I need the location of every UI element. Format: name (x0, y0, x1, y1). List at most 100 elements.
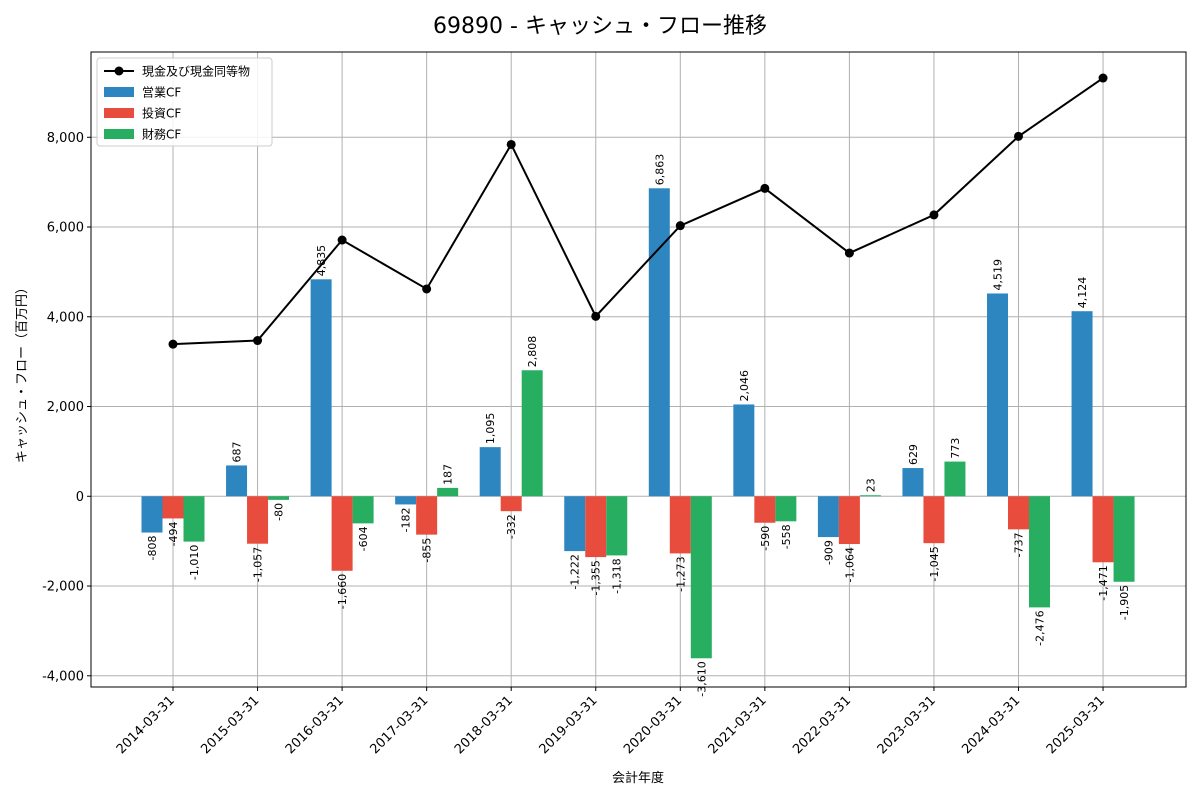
bar-value-label: 2,046 (738, 370, 751, 402)
legend-swatch (104, 129, 134, 139)
bar-財務CF (437, 487, 459, 497)
bar-value-label: -737 (1013, 532, 1026, 557)
bar-財務CF (944, 461, 966, 497)
cash-equivalents-point (168, 339, 178, 349)
bar-投資CF (162, 496, 184, 519)
x-tick-label: 2017-03-31 (367, 693, 431, 757)
bar-投資CF (923, 496, 945, 544)
bar-投資CF (585, 496, 607, 558)
x-tick-label: 2024-03-31 (959, 693, 1023, 757)
bar-value-label: 773 (949, 438, 962, 459)
y-tick-label: 4,000 (47, 310, 84, 325)
bar-value-label: -182 (400, 507, 413, 532)
legend-label: 営業CF (142, 86, 181, 100)
y-axis: -4,000 -2,000 0 2,000 4,000 6,000 8,000 (42, 131, 91, 684)
x-tick-label: 2015-03-31 (198, 693, 262, 757)
bar-value-label: 2,808 (526, 336, 539, 368)
x-tick-label: 2018-03-31 (452, 693, 516, 757)
bar-投資CF (500, 496, 522, 512)
cash-equivalents-point (929, 210, 939, 220)
grid-layer (91, 52, 1186, 687)
y-tick-label: 6,000 (47, 221, 84, 236)
bar-value-label: 687 (231, 441, 244, 462)
legend-label: 財務CF (142, 127, 181, 142)
y-tick-label: 0 (76, 490, 84, 505)
bar-value-label: -558 (780, 524, 793, 549)
bar-財務CF (521, 370, 543, 497)
cash-equivalents-point (422, 284, 432, 294)
bar-営業CF (226, 465, 248, 497)
bar-value-label: 4,124 (1076, 277, 1089, 309)
cash-equivalents-line (172, 77, 1104, 346)
legend-label: 現金及び現金同等物 (142, 64, 250, 79)
cash-equivalents-point (253, 336, 263, 346)
chart-title: 69890 - キャッシュ・フロー推移 (433, 14, 767, 39)
bar-営業CF (479, 447, 501, 497)
bar-財務CF (690, 496, 712, 659)
y-tick-label: -4,000 (42, 669, 84, 684)
legend-marker (114, 66, 124, 76)
bar-value-label: -1,010 (188, 545, 201, 580)
bar-営業CF (733, 404, 755, 497)
y-tick-label: -2,000 (42, 580, 84, 595)
bar-value-label: 6,863 (653, 154, 666, 186)
bar-投資CF (838, 496, 860, 545)
bar-value-label: -1,273 (674, 556, 687, 591)
bar-value-label: 629 (907, 444, 920, 465)
bar-財務CF (606, 496, 628, 556)
bar-labels-layer: -808 687 4,835 -182 1,095 -1,222 6,863 2,046 -90… (146, 154, 1131, 697)
legend-swatch (104, 87, 134, 97)
cash-equivalents-point (1014, 131, 1023, 141)
legend-box (96, 57, 273, 147)
cash-equivalents-point (337, 235, 347, 245)
bar-value-label: -3,610 (695, 661, 708, 696)
bar-value-label: 187 (442, 464, 455, 485)
bar-value-label: -590 (759, 526, 772, 551)
legend-swatch (104, 108, 134, 118)
bar-value-label: -1,905 (1118, 585, 1131, 620)
bars-layer (141, 188, 1135, 659)
bar-財務CF (1029, 496, 1050, 608)
bar-value-label: -1,045 (928, 546, 941, 581)
bar-財務CF (183, 496, 205, 542)
cash-equivalents-point (844, 248, 854, 258)
plot-frame (90, 51, 1187, 688)
bar-投資CF (331, 496, 353, 571)
bar-営業CF (141, 496, 163, 533)
y-tick-label: 2,000 (47, 400, 84, 415)
bar-value-label: -1,064 (843, 547, 856, 582)
bar-投資CF (247, 496, 269, 544)
cash-equivalents-point (1098, 73, 1108, 83)
bar-投資CF (754, 496, 776, 523)
cash-equivalents-point (506, 139, 516, 149)
bar-営業CF (564, 496, 586, 552)
bar-営業CF (817, 496, 839, 538)
bar-value-label: -1,660 (336, 574, 349, 609)
bar-value-label: 1,095 (484, 413, 497, 445)
bar-営業CF (310, 279, 332, 497)
x-axis-title: 会計年度 (612, 770, 664, 786)
line-layer (168, 73, 1108, 349)
bar-営業CF (902, 468, 924, 497)
bar-value-label: 4,519 (992, 259, 1005, 291)
x-tick-label: 2021-03-31 (706, 693, 770, 757)
legend-label: 投資CF (142, 106, 181, 121)
bar-投資CF (416, 496, 438, 535)
bar-財務CF (268, 496, 290, 500)
bar-value-label: -494 (167, 521, 180, 546)
bar-value-label: -1,057 (252, 547, 265, 582)
bar-営業CF (1071, 311, 1093, 497)
x-tick-label: 2020-03-31 (621, 693, 685, 757)
bar-value-label: -1,318 (611, 558, 624, 593)
bar-財務CF (775, 496, 797, 522)
x-tick-label: 2023-03-31 (875, 693, 939, 757)
x-tick-label: 2014-03-31 (114, 693, 178, 757)
bar-営業CF (395, 496, 417, 505)
bar-財務CF (1113, 496, 1135, 582)
y-tick-label: 8,000 (47, 131, 84, 146)
bar-財務CF (352, 496, 374, 524)
bar-投資CF (669, 496, 691, 554)
x-tick-label: 2025-03-31 (1044, 693, 1108, 757)
